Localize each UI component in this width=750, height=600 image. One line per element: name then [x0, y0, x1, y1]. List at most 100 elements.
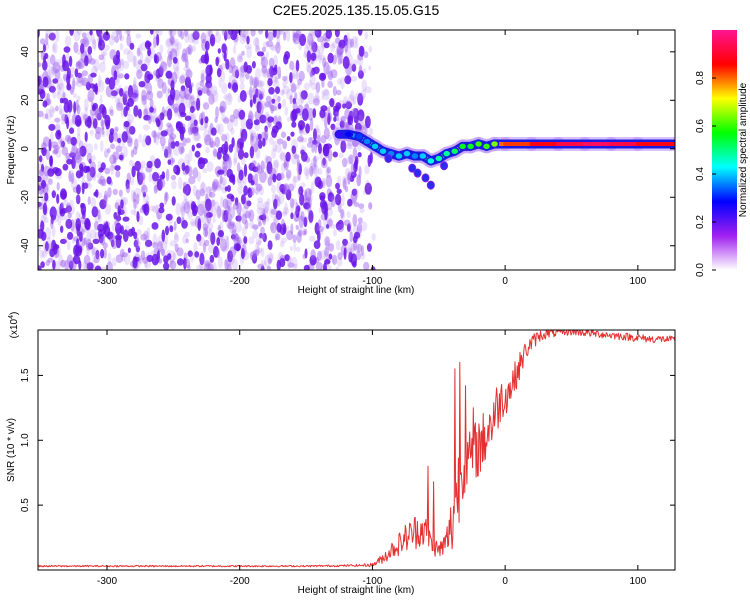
- noise-blob: [80, 112, 86, 122]
- noise-blob: [308, 80, 312, 87]
- noise-blob: [128, 125, 136, 135]
- noise-blob: [107, 187, 112, 198]
- noise-blob: [275, 144, 282, 153]
- noise-blob: [239, 137, 247, 143]
- noise-blob: [98, 74, 102, 88]
- noise-blob: [143, 57, 151, 67]
- spectrogram-y-axis-label: Frequency (Hz): [6, 116, 17, 185]
- noise-blob: [264, 125, 268, 133]
- noise-blob: [360, 252, 366, 260]
- noise-blob: [75, 147, 83, 156]
- noise-blob: [330, 223, 337, 229]
- noise-blob: [217, 256, 223, 269]
- noise-blob: [167, 253, 172, 260]
- noise-blob: [79, 145, 87, 157]
- noise-blob: [320, 158, 328, 169]
- noise-blob: [261, 46, 267, 53]
- noise-blob: [50, 217, 54, 230]
- noise-blob: [342, 157, 348, 168]
- noise-blob: [239, 72, 245, 85]
- snr-multiplier-exponent: 4: [8, 315, 15, 319]
- snr-x-tick-label: -300: [97, 576, 117, 587]
- noise-blob: [258, 214, 266, 221]
- noise-blob: [76, 194, 81, 205]
- noise-blob: [368, 202, 373, 210]
- noise-blob: [346, 211, 351, 219]
- noise-blob: [281, 89, 285, 96]
- noise-blob: [309, 73, 316, 85]
- noise-blob: [318, 72, 327, 82]
- noise-blob: [218, 76, 222, 88]
- noise-blob: [187, 250, 193, 257]
- noise-blob: [69, 152, 77, 158]
- noise-blob: [219, 196, 224, 208]
- noise-blob: [330, 43, 335, 52]
- noise-blob: [254, 37, 260, 50]
- noise-blob: [238, 169, 244, 181]
- noise-blob: [75, 194, 81, 202]
- noise-blob: [61, 137, 66, 149]
- noise-blob: [45, 260, 51, 266]
- noise-blob: [276, 35, 281, 48]
- spectrogram-y-tick-label: -20: [20, 190, 31, 205]
- ridge-point: [378, 146, 388, 156]
- noise-blob: [229, 57, 236, 70]
- noise-blob: [204, 134, 212, 146]
- noise-blob: [321, 79, 325, 88]
- noise-blob: [299, 31, 303, 41]
- noise-blob: [169, 260, 177, 270]
- noise-blob: [333, 116, 337, 122]
- noise-blob: [108, 165, 116, 171]
- noise-blob: [260, 65, 268, 78]
- noise-blob: [260, 56, 269, 68]
- ridge-outlier: [426, 180, 435, 190]
- noise-blob: [74, 154, 82, 164]
- noise-blob: [119, 87, 124, 97]
- noise-blob: [72, 77, 76, 90]
- noise-blob: [181, 52, 189, 63]
- noise-blob: [212, 148, 218, 158]
- noise-blob: [38, 185, 42, 191]
- noise-blob: [200, 73, 205, 83]
- noise-blob: [311, 41, 317, 53]
- noise-blob: [180, 85, 186, 92]
- noise-blob: [323, 61, 330, 75]
- figure-title: C2E5.2025.135.15.05.G15: [273, 2, 440, 18]
- noise-blob: [270, 222, 277, 234]
- noise-blob: [76, 30, 82, 36]
- noise-blob: [234, 197, 239, 206]
- noise-blob: [123, 90, 130, 99]
- noise-blob: [214, 201, 220, 212]
- noise-blob: [121, 58, 125, 66]
- noise-blob: [263, 161, 268, 169]
- noise-blob: [223, 235, 229, 241]
- noise-blob: [307, 194, 313, 203]
- noise-blob: [190, 94, 195, 100]
- noise-blob: [126, 50, 134, 63]
- noise-blob: [353, 201, 360, 208]
- noise-blob: [308, 137, 313, 144]
- noise-blob: [267, 257, 272, 265]
- noise-blob: [284, 254, 290, 262]
- noise-blob: [97, 229, 104, 239]
- noise-blob: [237, 185, 243, 195]
- noise-blob: [293, 216, 300, 222]
- noise-blob: [108, 132, 114, 144]
- noise-blob: [196, 143, 202, 149]
- noise-blob: [102, 44, 110, 51]
- noise-blob: [183, 192, 188, 202]
- noise-blob: [352, 59, 358, 67]
- noise-blob: [217, 123, 224, 136]
- noise-blob: [66, 73, 71, 86]
- noise-blob: [364, 86, 372, 94]
- noise-blob: [122, 60, 130, 69]
- noise-blob: [158, 65, 165, 76]
- noise-blob: [314, 30, 322, 38]
- noise-blob: [363, 51, 369, 59]
- noise-blob: [104, 203, 112, 215]
- noise-blob: [146, 160, 153, 169]
- noise-blob: [257, 133, 262, 140]
- noise-blob: [147, 115, 152, 125]
- noise-blob: [324, 246, 329, 257]
